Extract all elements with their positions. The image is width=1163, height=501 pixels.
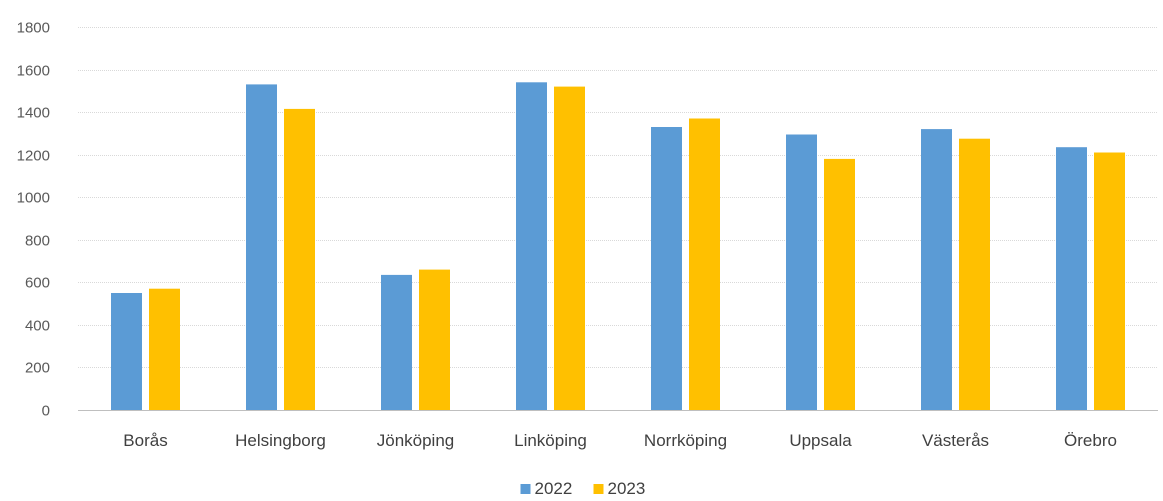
- x-category-label-1: Helsingborg: [235, 431, 326, 450]
- y-tick-label-1800: 1800: [17, 20, 50, 37]
- x-category-label-0: Borås: [123, 431, 167, 450]
- bar-2023-Helsingborg: [284, 108, 315, 411]
- y-tick-label-200: 200: [25, 360, 50, 377]
- bar-2023-Örebro: [1094, 152, 1125, 410]
- bar-2022-Helsingborg: [246, 84, 277, 411]
- y-tick-label-1200: 1200: [17, 148, 50, 165]
- bar-2022-Uppsala: [786, 134, 817, 410]
- bar-2022-Borås: [111, 293, 142, 410]
- x-category-label-3: Linköping: [514, 431, 587, 450]
- x-axis-category-labels: Borås Helsingborg Jönköping Linköping Norrkö…: [123, 431, 1117, 450]
- bar-2022-Jönköping: [381, 274, 412, 410]
- y-tick-label-400: 400: [25, 318, 50, 335]
- legend-label-2023: 2023: [608, 479, 646, 498]
- y-axis-tick-labels: 0 200 400 600 800 1000 1200 1400 1600 1800: [17, 20, 50, 420]
- bar-2022-Linköping: [516, 82, 547, 411]
- gridlines: [78, 27, 1158, 411]
- legend-swatch-2022: [520, 484, 531, 494]
- legend: 2022 2023: [520, 479, 646, 498]
- bar-2023-Uppsala: [824, 158, 855, 410]
- x-category-label-5: Uppsala: [789, 431, 852, 450]
- bar-2022-Norrköping: [651, 127, 682, 410]
- y-tick-label-600: 600: [25, 275, 50, 292]
- y-tick-label-1000: 1000: [17, 190, 50, 207]
- bar-2023-Norrköping: [689, 118, 720, 410]
- bar-2023-Västerås: [959, 138, 990, 410]
- x-category-label-6: Västerås: [922, 431, 989, 450]
- y-tick-label-1600: 1600: [17, 63, 50, 80]
- bar-2023-Linköping: [554, 86, 585, 410]
- legend-label-2022: 2022: [535, 479, 573, 498]
- x-category-label-4: Norrköping: [644, 431, 727, 450]
- bar-2023-Borås: [149, 288, 180, 410]
- bar-2023-Jönköping: [419, 269, 450, 410]
- bar-2022-Örebro: [1056, 147, 1087, 410]
- legend-swatch-2023: [593, 484, 604, 494]
- x-category-label-7: Örebro: [1064, 431, 1117, 450]
- y-tick-label-0: 0: [42, 403, 50, 420]
- y-tick-label-800: 800: [25, 233, 50, 250]
- x-category-label-2: Jönköping: [377, 431, 455, 450]
- bars: [111, 82, 1125, 411]
- y-tick-label-1400: 1400: [17, 105, 50, 122]
- bar-2022-Västerås: [921, 129, 952, 410]
